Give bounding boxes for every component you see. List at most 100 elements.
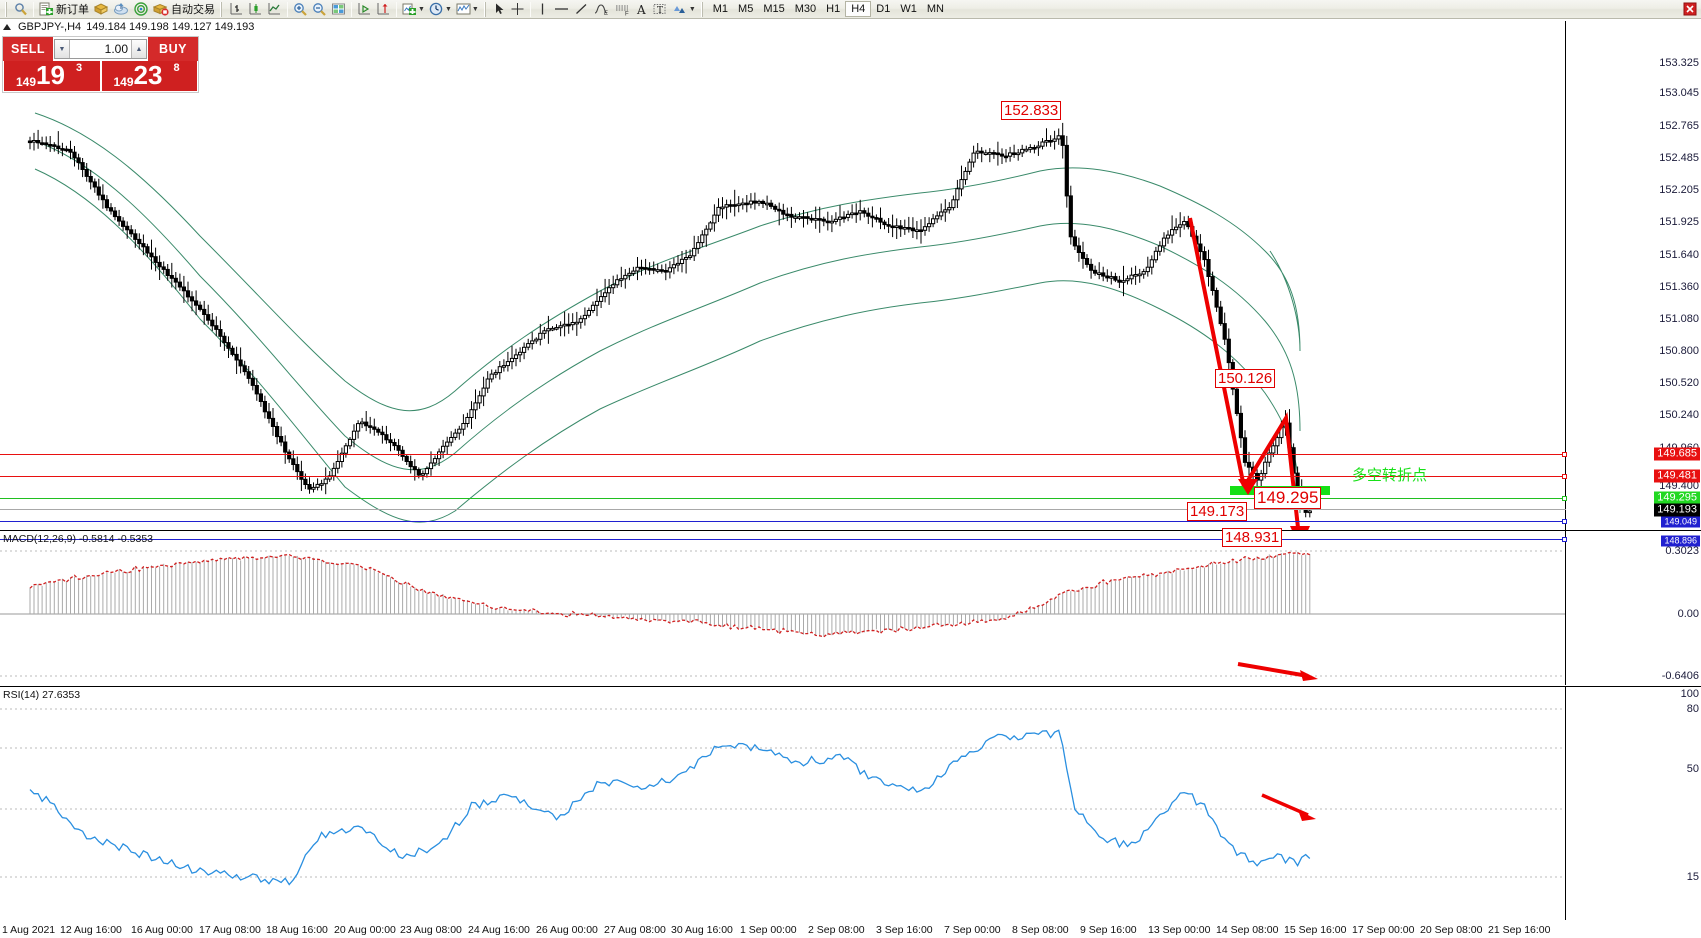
macd-title: MACD(12,26,9) -0.5814 -0.5353 xyxy=(3,533,153,545)
timeframe-m5[interactable]: M5 xyxy=(738,3,754,15)
toolbar-button-zoom-out[interactable] xyxy=(310,1,329,18)
volume-input[interactable]: 1.00 xyxy=(104,42,128,56)
timeframe-mn[interactable]: MN xyxy=(926,3,944,15)
volume-decrease-button[interactable]: ▼ xyxy=(55,40,70,58)
magnifier-icon xyxy=(14,2,28,16)
sell-price-display[interactable]: 149 19 3 xyxy=(4,60,100,91)
channel-icon: F xyxy=(614,2,631,16)
rsi-pane[interactable]: RSI(14) 27.6353 100 80 50 15 1 Aug 2021 … xyxy=(0,686,1701,938)
toolbar-button-shift-end[interactable] xyxy=(355,1,374,18)
x-tick: 2 Sep 08:00 xyxy=(808,924,865,936)
volume-stepper[interactable]: ▼ 1.00 ▲ xyxy=(54,39,147,59)
rsi-y-tick: 100 xyxy=(1680,688,1699,700)
one-click-trading-panel[interactable]: SELL ▼ 1.00 ▲ BUY 149 19 3 149 23 8 xyxy=(2,36,199,93)
toolbar-button-label[interactable]: T xyxy=(650,1,669,18)
toolbar-grip-2[interactable] xyxy=(220,1,224,17)
blue-line-2[interactable] xyxy=(0,537,1567,542)
period-dropdown-arrow[interactable]: ▼ xyxy=(444,5,452,13)
timeframe-h1[interactable]: H1 xyxy=(826,3,841,15)
support-line-green[interactable] xyxy=(0,496,1567,501)
toolbar-button-period[interactable]: ▼ xyxy=(427,1,454,18)
buy-price-sup: 8 xyxy=(173,62,180,74)
target-price-annotation[interactable]: 148.931 xyxy=(1222,528,1283,547)
timeframe-m15[interactable]: M15 xyxy=(763,3,785,15)
y-tick: 152.485 xyxy=(1659,152,1699,164)
blue-line-1[interactable] xyxy=(0,519,1567,524)
macd-y-tick: 0.00 xyxy=(1677,608,1699,620)
buy-price-display[interactable]: 149 23 8 xyxy=(101,60,197,91)
toolbar-grip-3[interactable] xyxy=(483,1,488,17)
bar-chart-icon xyxy=(229,2,244,16)
toolbar-button-candlestick-chart[interactable] xyxy=(246,1,265,18)
x-tick: 18 Aug 16:00 xyxy=(266,924,328,936)
toolbar-button-crosshair[interactable] xyxy=(508,1,527,18)
y-tick: 150.520 xyxy=(1659,377,1699,389)
high-price-annotation[interactable]: 152.833 xyxy=(1001,101,1062,120)
price-y-axis[interactable]: 153.325 153.045 152.765 152.485 152.205 … xyxy=(1565,21,1701,530)
toolbar-button-trendline[interactable] xyxy=(572,1,591,18)
toolbar-button-auto-scroll[interactable] xyxy=(374,1,393,18)
templates-dropdown-arrow[interactable]: ▼ xyxy=(471,5,479,13)
toolbar-button-bar-chart[interactable] xyxy=(227,1,246,18)
price-label-blue-1[interactable]: 149.049 xyxy=(1661,516,1700,528)
collapse-triangle-icon[interactable] xyxy=(3,23,11,30)
toolbar-button-shapes[interactable]: ▼ xyxy=(669,1,698,18)
price-label-resistance-1[interactable]: 149.685 xyxy=(1654,447,1700,461)
timeframe-m30[interactable]: M30 xyxy=(794,3,817,15)
swing-low-annotation[interactable]: 149.173 xyxy=(1187,502,1248,521)
toolbar-button-horizontal-line[interactable] xyxy=(551,1,572,18)
toolbar-button-cloud[interactable] xyxy=(111,1,131,18)
buy-button[interactable]: BUY xyxy=(148,37,198,61)
horizontal-line-icon xyxy=(553,2,570,16)
resistance-line-1[interactable] xyxy=(0,452,1567,457)
volume-increase-button[interactable]: ▲ xyxy=(131,40,146,58)
toolbar-button-text[interactable]: A xyxy=(633,1,650,18)
timeframe-w1[interactable]: W1 xyxy=(900,3,917,15)
shapes-dropdown-arrow[interactable]: ▼ xyxy=(688,5,696,13)
macd-pane[interactable]: MACD(12,26,9) -0.5814 -0.5353 0.3023 0.0… xyxy=(0,530,1701,685)
toolbar-grip-4[interactable] xyxy=(700,1,705,17)
y-tick: 153.045 xyxy=(1659,87,1699,99)
toolbar-button-autotrading[interactable]: 自动交易 xyxy=(151,1,217,18)
toolbar-button-fibonacci[interactable]: E xyxy=(591,1,612,18)
timeframe-m1[interactable]: M1 xyxy=(712,3,729,15)
toolbar-button-vertical-line[interactable] xyxy=(534,1,551,18)
toolbar-button-signals[interactable] xyxy=(131,1,151,18)
auto-scroll-icon xyxy=(376,2,391,16)
rsi-title: RSI(14) 27.6353 xyxy=(3,689,81,701)
cursor-icon xyxy=(493,2,506,16)
price-label-support[interactable]: 149.295 xyxy=(1654,491,1700,505)
support-price-annotation[interactable]: 149.295 xyxy=(1254,487,1322,509)
indicators-dropdown-arrow[interactable]: ▼ xyxy=(418,5,425,13)
price-label-blue-2[interactable]: 148.896 xyxy=(1661,535,1700,547)
symbol-ohlc: 149.184 149.198 149.127 149.193 xyxy=(86,20,255,33)
close-chart-button[interactable] xyxy=(1681,1,1699,18)
chinese-note-annotation[interactable]: 多空转折点 xyxy=(1352,466,1428,484)
toolbar-button-line-chart[interactable] xyxy=(265,1,284,18)
price-chart-pane[interactable]: 152.833 150.126 149.295 149.173 148.931 … xyxy=(0,21,1701,547)
x-tick: 17 Aug 08:00 xyxy=(199,924,261,936)
toolbar-grip[interactable] xyxy=(5,1,9,17)
toolbar-button-zoom-in[interactable] xyxy=(291,1,310,18)
toolbar-button-templates[interactable]: ▼ xyxy=(454,1,481,18)
toolbar-button-channel[interactable]: F xyxy=(612,1,633,18)
toolbar-button-cursor[interactable] xyxy=(491,1,508,18)
toolbar-button-expert-advisors[interactable] xyxy=(91,1,111,18)
toolbar-button-cursor-tool[interactable] xyxy=(12,1,30,18)
shapes-icon xyxy=(671,2,688,16)
svg-text:T: T xyxy=(657,6,663,16)
buy-price-whole: 149 xyxy=(113,75,134,89)
resistance-line-2[interactable] xyxy=(0,474,1567,479)
macd-axis-divider xyxy=(1565,531,1566,685)
toolbar-button-indicators[interactable]: ▼ xyxy=(400,1,427,18)
price-axis-divider xyxy=(1565,21,1566,530)
timeframe-d1[interactable]: D1 xyxy=(876,3,891,15)
sell-button[interactable]: SELL xyxy=(3,37,53,61)
price-label-resistance-2[interactable]: 149.481 xyxy=(1654,469,1700,483)
x-tick: 17 Sep 00:00 xyxy=(1352,924,1415,936)
toolbar-button-grid[interactable] xyxy=(329,1,348,18)
timeframe-h4[interactable]: H4 xyxy=(845,1,872,17)
swing-high-annotation[interactable]: 150.126 xyxy=(1215,369,1276,388)
signal-icon xyxy=(133,2,149,16)
toolbar-button-new-order[interactable]: 新订单 xyxy=(37,1,91,18)
